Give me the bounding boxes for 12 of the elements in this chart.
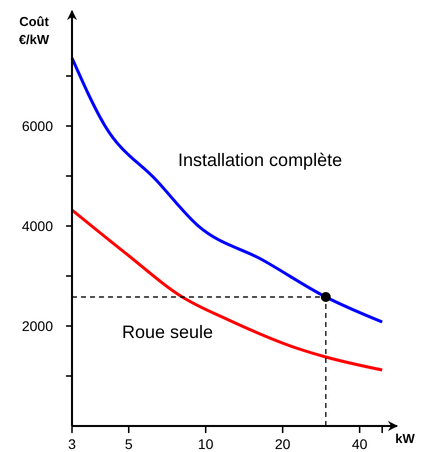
x-tick-label: 5 <box>124 436 133 452</box>
series-label: Roue seule <box>122 322 214 342</box>
x-tick-label: 10 <box>198 436 214 452</box>
x-axis-title: kW <box>395 431 416 446</box>
x-tick-label: 40 <box>352 436 368 452</box>
y-tick-label: 2000 <box>22 318 54 334</box>
series-label: Installation complète <box>178 150 342 170</box>
x-tick-label: 20 <box>274 436 291 452</box>
y-tick-label: 4000 <box>22 218 54 234</box>
y-axis-title: Coût €/kW <box>18 14 50 47</box>
x-tick-label: 3 <box>68 436 76 452</box>
y-tick-label: 6000 <box>22 118 54 134</box>
